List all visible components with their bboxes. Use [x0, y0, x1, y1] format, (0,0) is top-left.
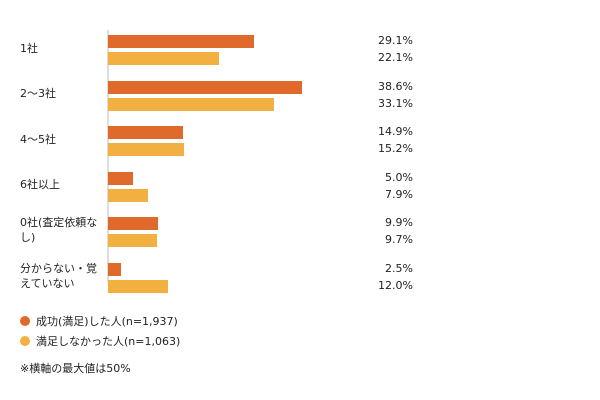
bar [108, 217, 158, 231]
category-label: 1社 [20, 41, 38, 55]
legend-label: 満足しなかった人(n=1,063) [36, 335, 181, 348]
legend-swatch [20, 336, 30, 346]
bar [108, 171, 134, 185]
bar [108, 280, 169, 293]
bar [108, 80, 302, 94]
category-label: 分からない・覚えていない [20, 262, 97, 290]
bar [108, 234, 157, 248]
bar [108, 263, 121, 276]
category-label: 2〜3社 [20, 87, 56, 101]
bar [108, 97, 275, 111]
legend-swatch [20, 316, 30, 326]
value-label: 9.7% [385, 233, 413, 247]
bar [108, 35, 255, 48]
value-label: 29.1% [378, 34, 413, 47]
legend-item: 成功(満足)した人(n=1,937) [20, 313, 178, 329]
legend-item: 満足しなかった人(n=1,063) [20, 333, 180, 349]
value-label: 2.5% [385, 262, 413, 275]
bar [108, 188, 148, 202]
value-label: 33.1% [378, 96, 413, 110]
bar [108, 126, 183, 140]
value-label: 7.9% [385, 187, 413, 201]
footnote: ※横軸の最大値は50% [20, 362, 131, 375]
value-label: 14.9% [378, 125, 413, 139]
category-label: 6社以上 [20, 178, 60, 192]
legend-label: 成功(満足)した人(n=1,937) [36, 315, 178, 328]
bar [108, 143, 185, 157]
value-label: 38.6% [378, 79, 413, 93]
value-label: 9.9% [385, 216, 413, 230]
category-label: 0社(査定依頼なし) [20, 216, 98, 245]
category-label: 4〜5社 [20, 132, 56, 146]
value-label: 22.1% [378, 51, 413, 64]
value-label: 15.2% [378, 142, 413, 156]
value-label: 12.0% [378, 279, 413, 292]
value-label: 5.0% [385, 170, 413, 184]
bar [108, 52, 219, 65]
